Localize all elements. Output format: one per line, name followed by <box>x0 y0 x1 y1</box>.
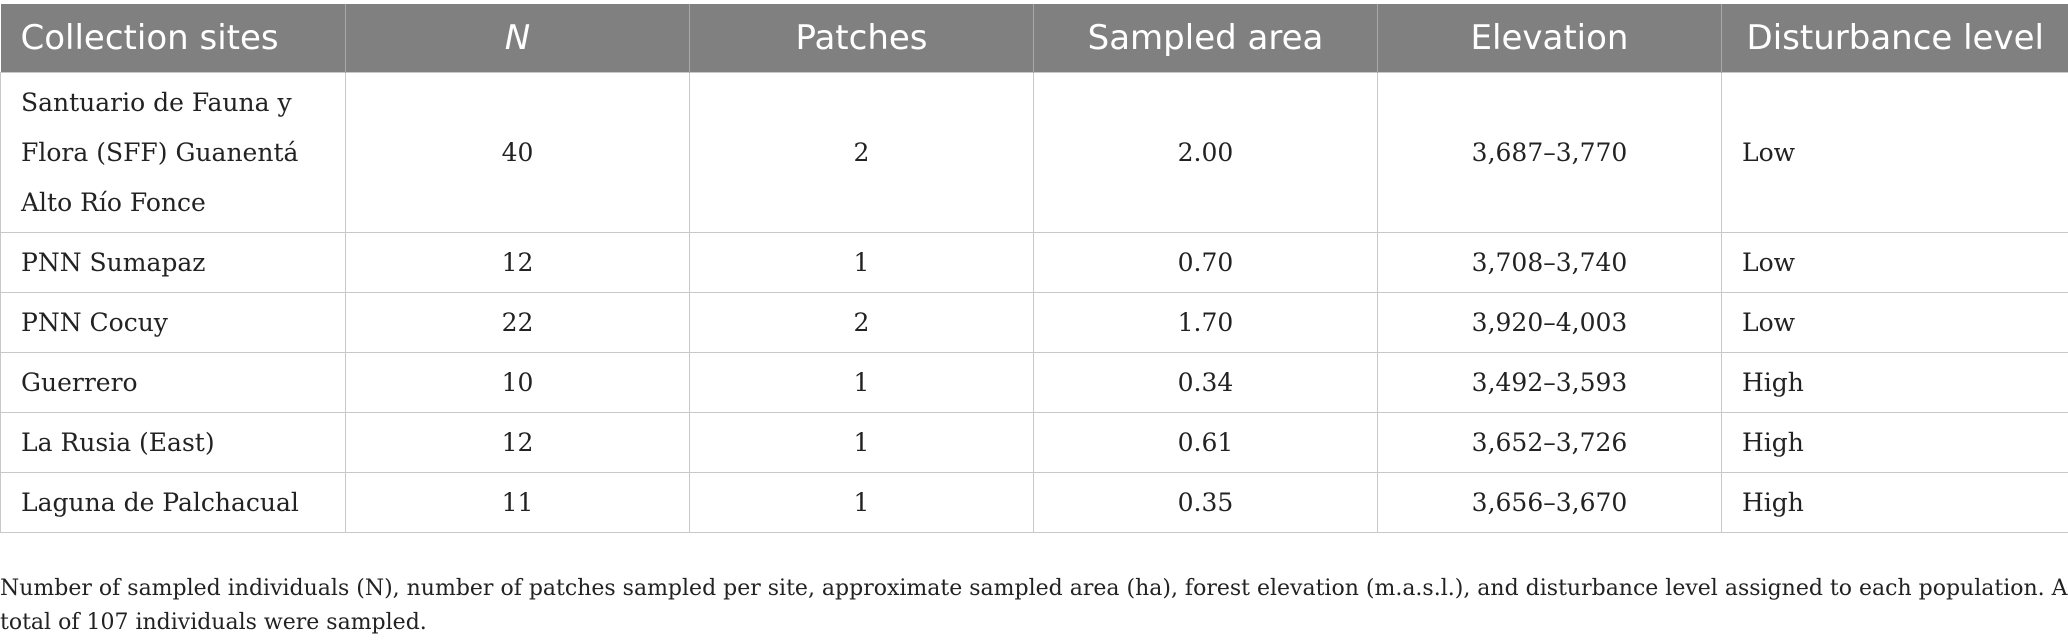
cell-elevation: 3,708–3,740 <box>1378 233 1722 293</box>
cell-area: 0.34 <box>1034 353 1378 413</box>
table-row: La Rusia (East) 12 1 0.61 3,652–3,726 Hi… <box>1 413 2068 473</box>
cell-patches: 1 <box>690 353 1034 413</box>
header-collection-sites: Collection sites <box>1 4 346 73</box>
table-row: Guerrero 10 1 0.34 3,492–3,593 High <box>1 353 2068 413</box>
cell-site: PNN Cocuy <box>1 293 346 353</box>
cell-elevation: 3,920–4,003 <box>1378 293 1722 353</box>
table-body: Santuario de Fauna y Flora (SFF) Guanent… <box>1 73 2068 533</box>
cell-site: La Rusia (East) <box>1 413 346 473</box>
cell-patches: 1 <box>690 473 1034 533</box>
cell-disturbance: Low <box>1722 73 2068 233</box>
cell-disturbance: High <box>1722 473 2068 533</box>
cell-site: PNN Sumapaz <box>1 233 346 293</box>
cell-site: Laguna de Palchacual <box>1 473 346 533</box>
cell-area: 2.00 <box>1034 73 1378 233</box>
cell-site: Guerrero <box>1 353 346 413</box>
cell-patches: 1 <box>690 413 1034 473</box>
sites-table-container: Collection sites N Patches Sampled area … <box>0 4 2068 533</box>
cell-area: 1.70 <box>1034 293 1378 353</box>
cell-disturbance: High <box>1722 413 2068 473</box>
cell-patches: 2 <box>690 73 1034 233</box>
cell-n: 12 <box>346 233 690 293</box>
cell-patches: 2 <box>690 293 1034 353</box>
cell-area: 0.35 <box>1034 473 1378 533</box>
header-row: Collection sites N Patches Sampled area … <box>1 4 2068 73</box>
collection-sites-table: Collection sites N Patches Sampled area … <box>0 4 2068 533</box>
cell-n: 40 <box>346 73 690 233</box>
cell-disturbance: Low <box>1722 233 2068 293</box>
header-disturbance-level: Disturbance level <box>1722 4 2068 73</box>
header-patches: Patches <box>690 4 1034 73</box>
cell-n: 11 <box>346 473 690 533</box>
cell-n: 12 <box>346 413 690 473</box>
table-row: PNN Sumapaz 12 1 0.70 3,708–3,740 Low <box>1 233 2068 293</box>
cell-area: 0.70 <box>1034 233 1378 293</box>
cell-elevation: 3,492–3,593 <box>1378 353 1722 413</box>
table-footnote: Number of sampled individuals (N), numbe… <box>0 572 2068 640</box>
cell-site: Santuario de Fauna y Flora (SFF) Guanent… <box>1 73 346 233</box>
cell-elevation: 3,656–3,670 <box>1378 473 1722 533</box>
cell-patches: 1 <box>690 233 1034 293</box>
cell-elevation: 3,652–3,726 <box>1378 413 1722 473</box>
cell-area: 0.61 <box>1034 413 1378 473</box>
table-row: PNN Cocuy 22 2 1.70 3,920–4,003 Low <box>1 293 2068 353</box>
header-elevation: Elevation <box>1378 4 1722 73</box>
cell-n: 10 <box>346 353 690 413</box>
table-row: Laguna de Palchacual 11 1 0.35 3,656–3,6… <box>1 473 2068 533</box>
table-row: Santuario de Fauna y Flora (SFF) Guanent… <box>1 73 2068 233</box>
cell-n: 22 <box>346 293 690 353</box>
table-header: Collection sites N Patches Sampled area … <box>1 4 2068 73</box>
site-name: Santuario de Fauna y Flora (SFF) Guanent… <box>21 78 325 228</box>
cell-disturbance: Low <box>1722 293 2068 353</box>
cell-elevation: 3,687–3,770 <box>1378 73 1722 233</box>
header-sampled-area: Sampled area <box>1034 4 1378 73</box>
header-n: N <box>346 4 690 73</box>
cell-disturbance: High <box>1722 353 2068 413</box>
